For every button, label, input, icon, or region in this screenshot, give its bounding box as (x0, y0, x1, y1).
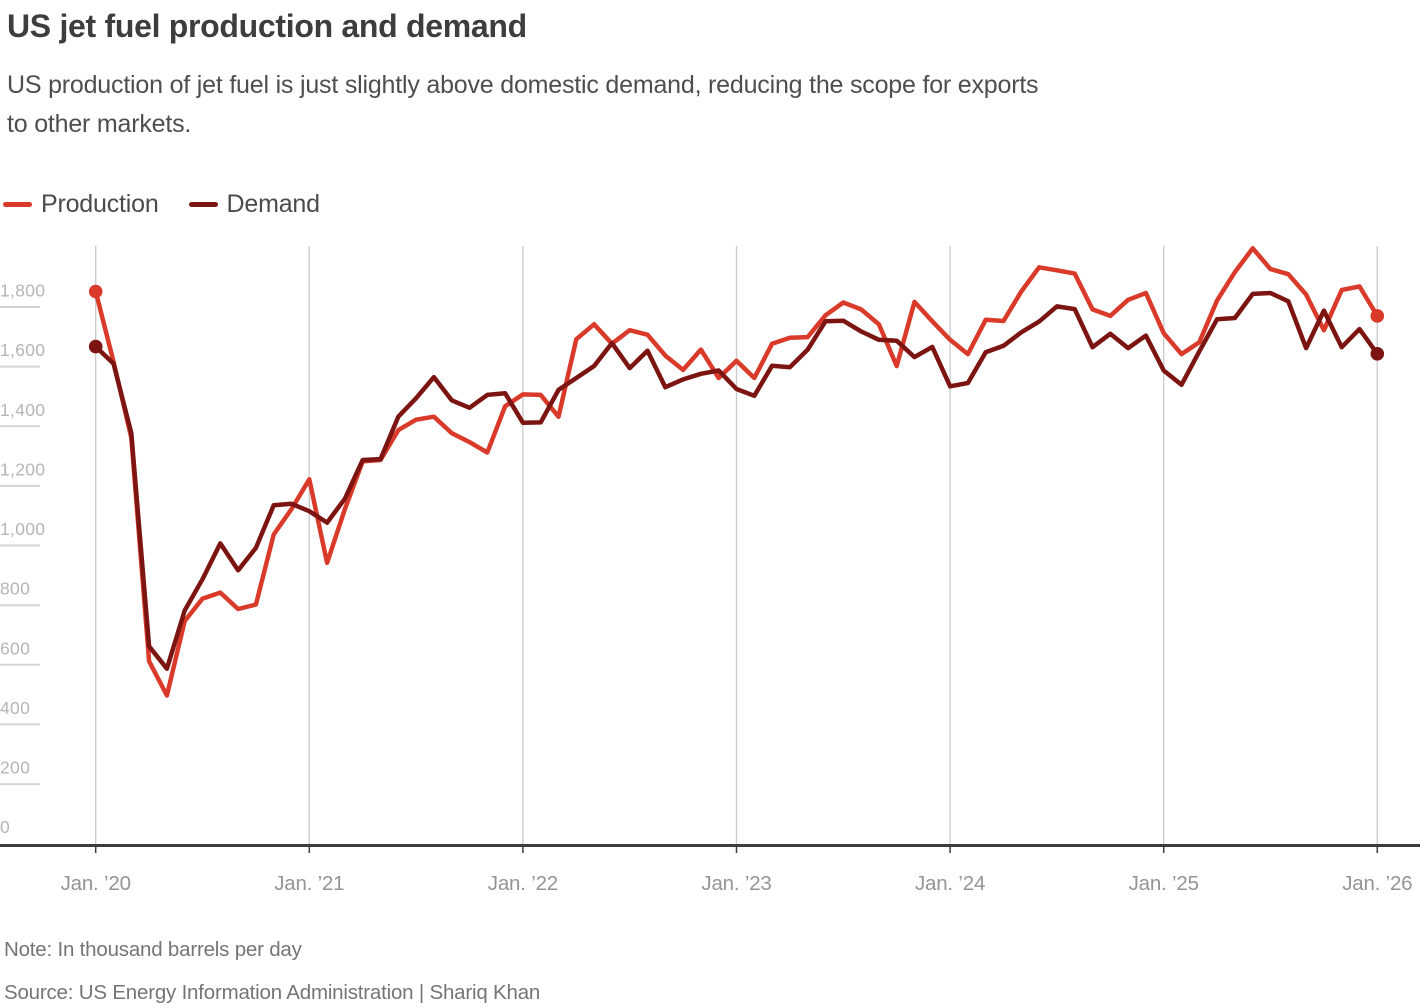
x-axis-label: Jan. ’20 (61, 872, 131, 895)
y-axis-label: 1,400 (0, 400, 45, 420)
subtitle-line-2: to other markets. (7, 110, 192, 138)
chart-note: Note: In thousand barrels per day (4, 938, 302, 961)
y-axis-label: 800 (0, 579, 30, 599)
demand-endpoint-marker (88, 339, 103, 354)
chart-subtitle: US production of jet fuel is just slight… (7, 66, 1407, 144)
chart-source: Source: US Energy Information Administra… (4, 981, 541, 1004)
legend-item-production: Production (3, 190, 159, 219)
y-axis-label: 1,800 (0, 281, 45, 301)
demand-line-swatch-icon (188, 202, 218, 207)
x-axis-label: Jan. ’21 (274, 872, 344, 895)
line-chart-plot-area: Jan. ’20 Jan. ’21 Jan. ’22 Jan. ’23 Jan. ’24… (0, 246, 1420, 895)
y-axis-label: 600 (0, 638, 30, 658)
legend-label-demand: Demand (226, 190, 320, 218)
x-axis-label: Jan. ’25 (1129, 872, 1199, 895)
chart-legend: Production Demand (3, 190, 320, 219)
production-endpoint-marker (1370, 309, 1385, 323)
x-axis-label: Jan. ’22 (488, 872, 558, 895)
demand-line (93, 290, 1380, 671)
y-axis-label: 400 (0, 698, 30, 718)
y-axis-label: 200 (0, 758, 30, 778)
subtitle-line-1: US production of jet fuel is just slight… (7, 71, 1039, 99)
y-axis-label: 1,200 (0, 459, 45, 479)
demand-endpoint-marker (1370, 347, 1385, 361)
page-title: US jet fuel production and demand (7, 8, 527, 44)
x-axis-label: Jan. ’24 (915, 872, 985, 895)
y-axis-label: 0 (0, 817, 10, 837)
production-endpoint-marker (88, 284, 103, 299)
x-axis-label: Jan. ’23 (701, 872, 771, 895)
y-axis-label: 1,600 (0, 340, 45, 360)
x-axis-label: Jan. ’26 (1342, 872, 1412, 895)
legend-item-demand: Demand (188, 190, 320, 219)
production-line-swatch-icon (3, 202, 32, 207)
y-axis-label: 1,000 (0, 519, 45, 539)
legend-label-production: Production (41, 190, 159, 218)
production-line (93, 246, 1380, 698)
